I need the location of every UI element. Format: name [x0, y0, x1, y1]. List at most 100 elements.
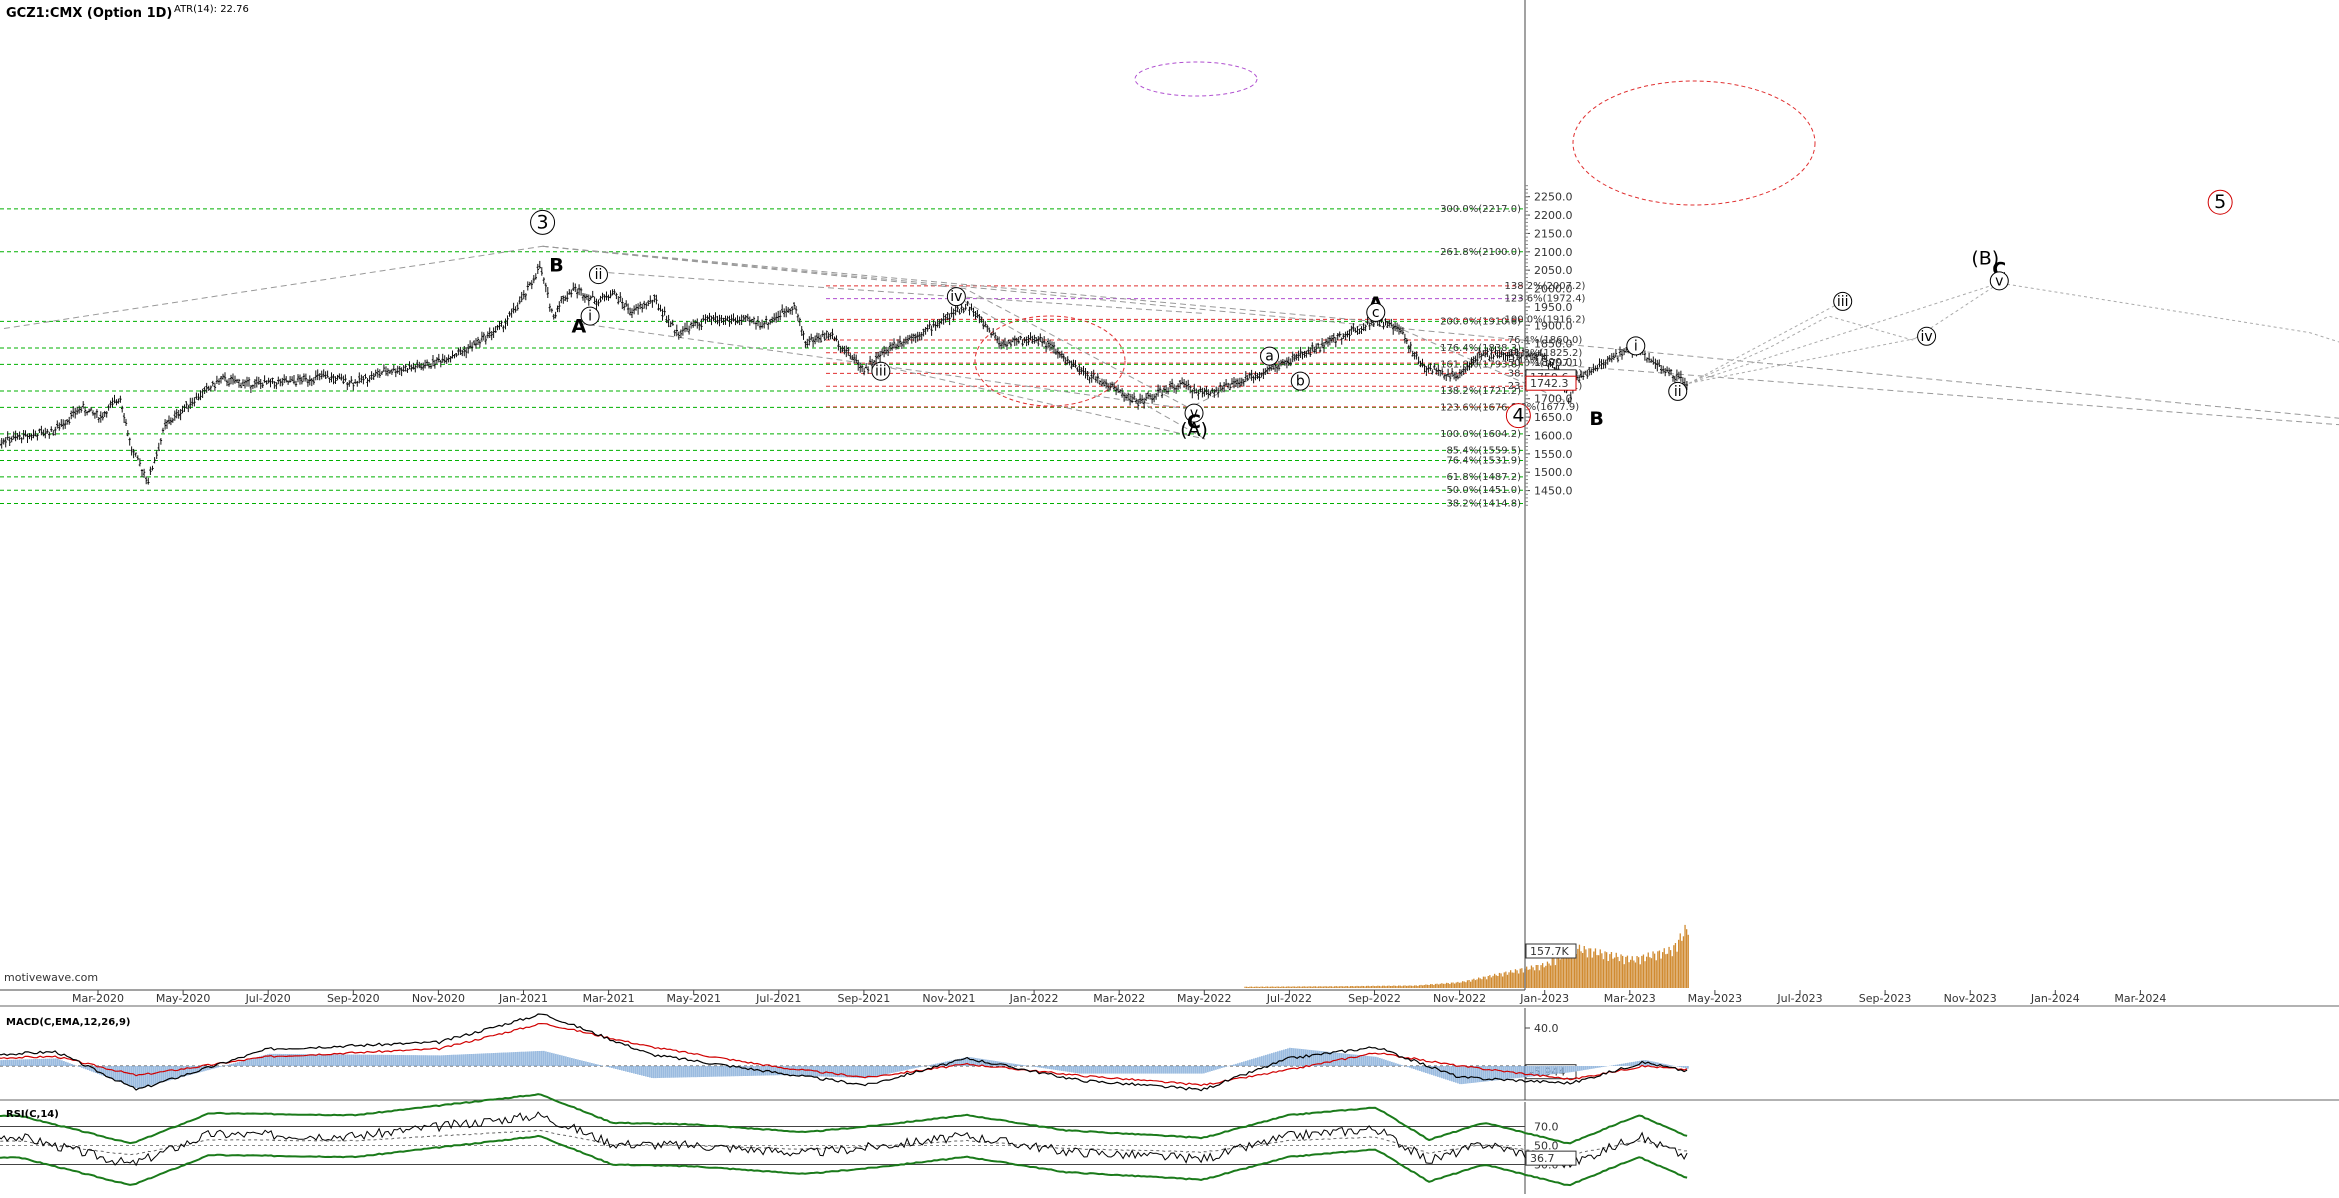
time-tick-label-22: Nov-2023	[1944, 992, 1997, 1005]
macd-hist-bar	[1055, 1066, 1057, 1070]
macd-hist-bar	[17, 1060, 19, 1066]
volume-bar	[1444, 984, 1445, 988]
volume-bar	[1435, 984, 1436, 988]
volume-bar	[1566, 955, 1567, 988]
macd-hist-bar	[33, 1059, 35, 1066]
price-tick-label-16: 2250.0	[1534, 191, 1573, 204]
macd-hist-bar	[1363, 1056, 1365, 1067]
macd-hist-bar	[357, 1055, 359, 1066]
volume-bar	[1313, 986, 1314, 988]
macd-hist-bar	[391, 1055, 393, 1066]
macd-hist-bar	[647, 1066, 649, 1077]
volume-bar	[1457, 982, 1458, 988]
macd-hist-bar	[1591, 1066, 1593, 1069]
macd-hist-bar	[227, 1065, 229, 1066]
volume-bar	[1665, 954, 1666, 988]
macd-hist-bar	[863, 1066, 865, 1078]
volume-bar	[1428, 985, 1429, 988]
volume-bar	[1283, 987, 1284, 989]
macd-hist-bar	[1409, 1066, 1411, 1068]
macd-hist-bar	[1175, 1066, 1177, 1074]
macd-hist-bar	[725, 1066, 727, 1077]
volume-bar	[1344, 987, 1345, 989]
macd-hist-bar	[319, 1054, 321, 1066]
volume-bar	[1324, 986, 1325, 988]
macd-hist-bar	[1619, 1064, 1621, 1066]
macd-hist-bar	[21, 1060, 23, 1067]
macd-hist-bar	[15, 1060, 17, 1066]
macd-hist-bar	[1683, 1066, 1685, 1068]
macd-hist-bar	[425, 1055, 427, 1066]
macd-hist-bar	[129, 1066, 131, 1086]
macd-hist-bar	[247, 1060, 249, 1066]
volume-bar	[1448, 983, 1449, 988]
macd-hist-bar	[891, 1066, 893, 1073]
volume-bar	[1387, 986, 1388, 988]
volume-bar	[1611, 952, 1612, 988]
macd-hist-bar	[1465, 1066, 1467, 1084]
macd-hist-bar	[1161, 1066, 1163, 1074]
volume-bar	[1374, 986, 1375, 988]
macd-hist-bar	[249, 1059, 251, 1066]
macd-hist-bar	[1129, 1066, 1131, 1074]
macd-hist-bar	[1463, 1066, 1465, 1084]
macd-hist-bar	[331, 1054, 333, 1066]
macd-hist-bar	[225, 1065, 227, 1066]
macd-hist-bar	[931, 1065, 933, 1066]
macd-hist-bar	[1045, 1066, 1047, 1069]
macd-hist-bar	[239, 1062, 241, 1066]
volume-bar	[1288, 986, 1289, 988]
macd-hist-bar	[1401, 1065, 1403, 1066]
macd-hist-bar	[1445, 1066, 1447, 1080]
macd-hist-bar	[377, 1055, 379, 1066]
macd-hist-bar	[1071, 1066, 1073, 1072]
macd-hist-bar	[913, 1066, 915, 1068]
macd-hist-bar	[1373, 1057, 1375, 1066]
volume-bar	[1556, 956, 1557, 988]
macd-hist-bar	[177, 1066, 179, 1078]
macd-hist-bar	[1597, 1066, 1599, 1068]
volume-bar	[1467, 980, 1468, 988]
macd-hist-bar	[399, 1055, 401, 1066]
macd-hist-bar	[1355, 1055, 1357, 1066]
volume-bar	[1627, 956, 1628, 988]
macd-hist-bar	[9, 1060, 11, 1066]
macd-hist-bar	[61, 1060, 63, 1066]
macd-hist-bar	[663, 1066, 665, 1078]
volume-bar	[1454, 984, 1455, 988]
macd-hist-bar	[231, 1064, 233, 1066]
macd-hist-bar	[889, 1066, 891, 1074]
volume-bar	[1294, 987, 1295, 989]
macd-hist-bar	[861, 1066, 863, 1078]
volume-bar	[1592, 958, 1593, 988]
macd-hist-bar	[1555, 1066, 1557, 1074]
macd-hist-bar	[541, 1051, 543, 1066]
macd-hist-bar	[413, 1055, 415, 1066]
volume-bar	[1414, 985, 1415, 988]
macd-hist-bar	[1605, 1066, 1607, 1067]
macd-hist-bar	[619, 1066, 621, 1070]
fib-label-right-1: 261.8%(2100.0)	[1440, 247, 1521, 258]
macd-hist-bar	[1473, 1066, 1475, 1083]
macd-hist-bar	[1273, 1053, 1275, 1067]
macd-hist-bar	[613, 1066, 615, 1069]
volume-bar	[1638, 957, 1639, 988]
macd-hist-bar	[443, 1055, 445, 1066]
macd-hist-bar	[27, 1059, 29, 1066]
macd-hist-bar	[49, 1059, 51, 1066]
macd-hist-bar	[1023, 1065, 1025, 1066]
volume-bar	[1334, 986, 1335, 988]
volume-bar	[1265, 987, 1266, 988]
volume-bar	[1587, 957, 1588, 988]
macd-hist-bar	[1213, 1066, 1215, 1070]
volume-bar	[1312, 987, 1313, 988]
volume-bar	[1518, 974, 1519, 989]
macd-hist-bar	[787, 1066, 789, 1075]
volume-bar	[1315, 986, 1316, 988]
macd-hist-bar	[505, 1053, 507, 1067]
volume-bar	[1555, 965, 1556, 988]
volume-bar	[1382, 986, 1383, 988]
macd-hist-bar	[833, 1066, 835, 1077]
macd-hist-bar	[713, 1066, 715, 1077]
volume-bar	[1523, 973, 1524, 989]
